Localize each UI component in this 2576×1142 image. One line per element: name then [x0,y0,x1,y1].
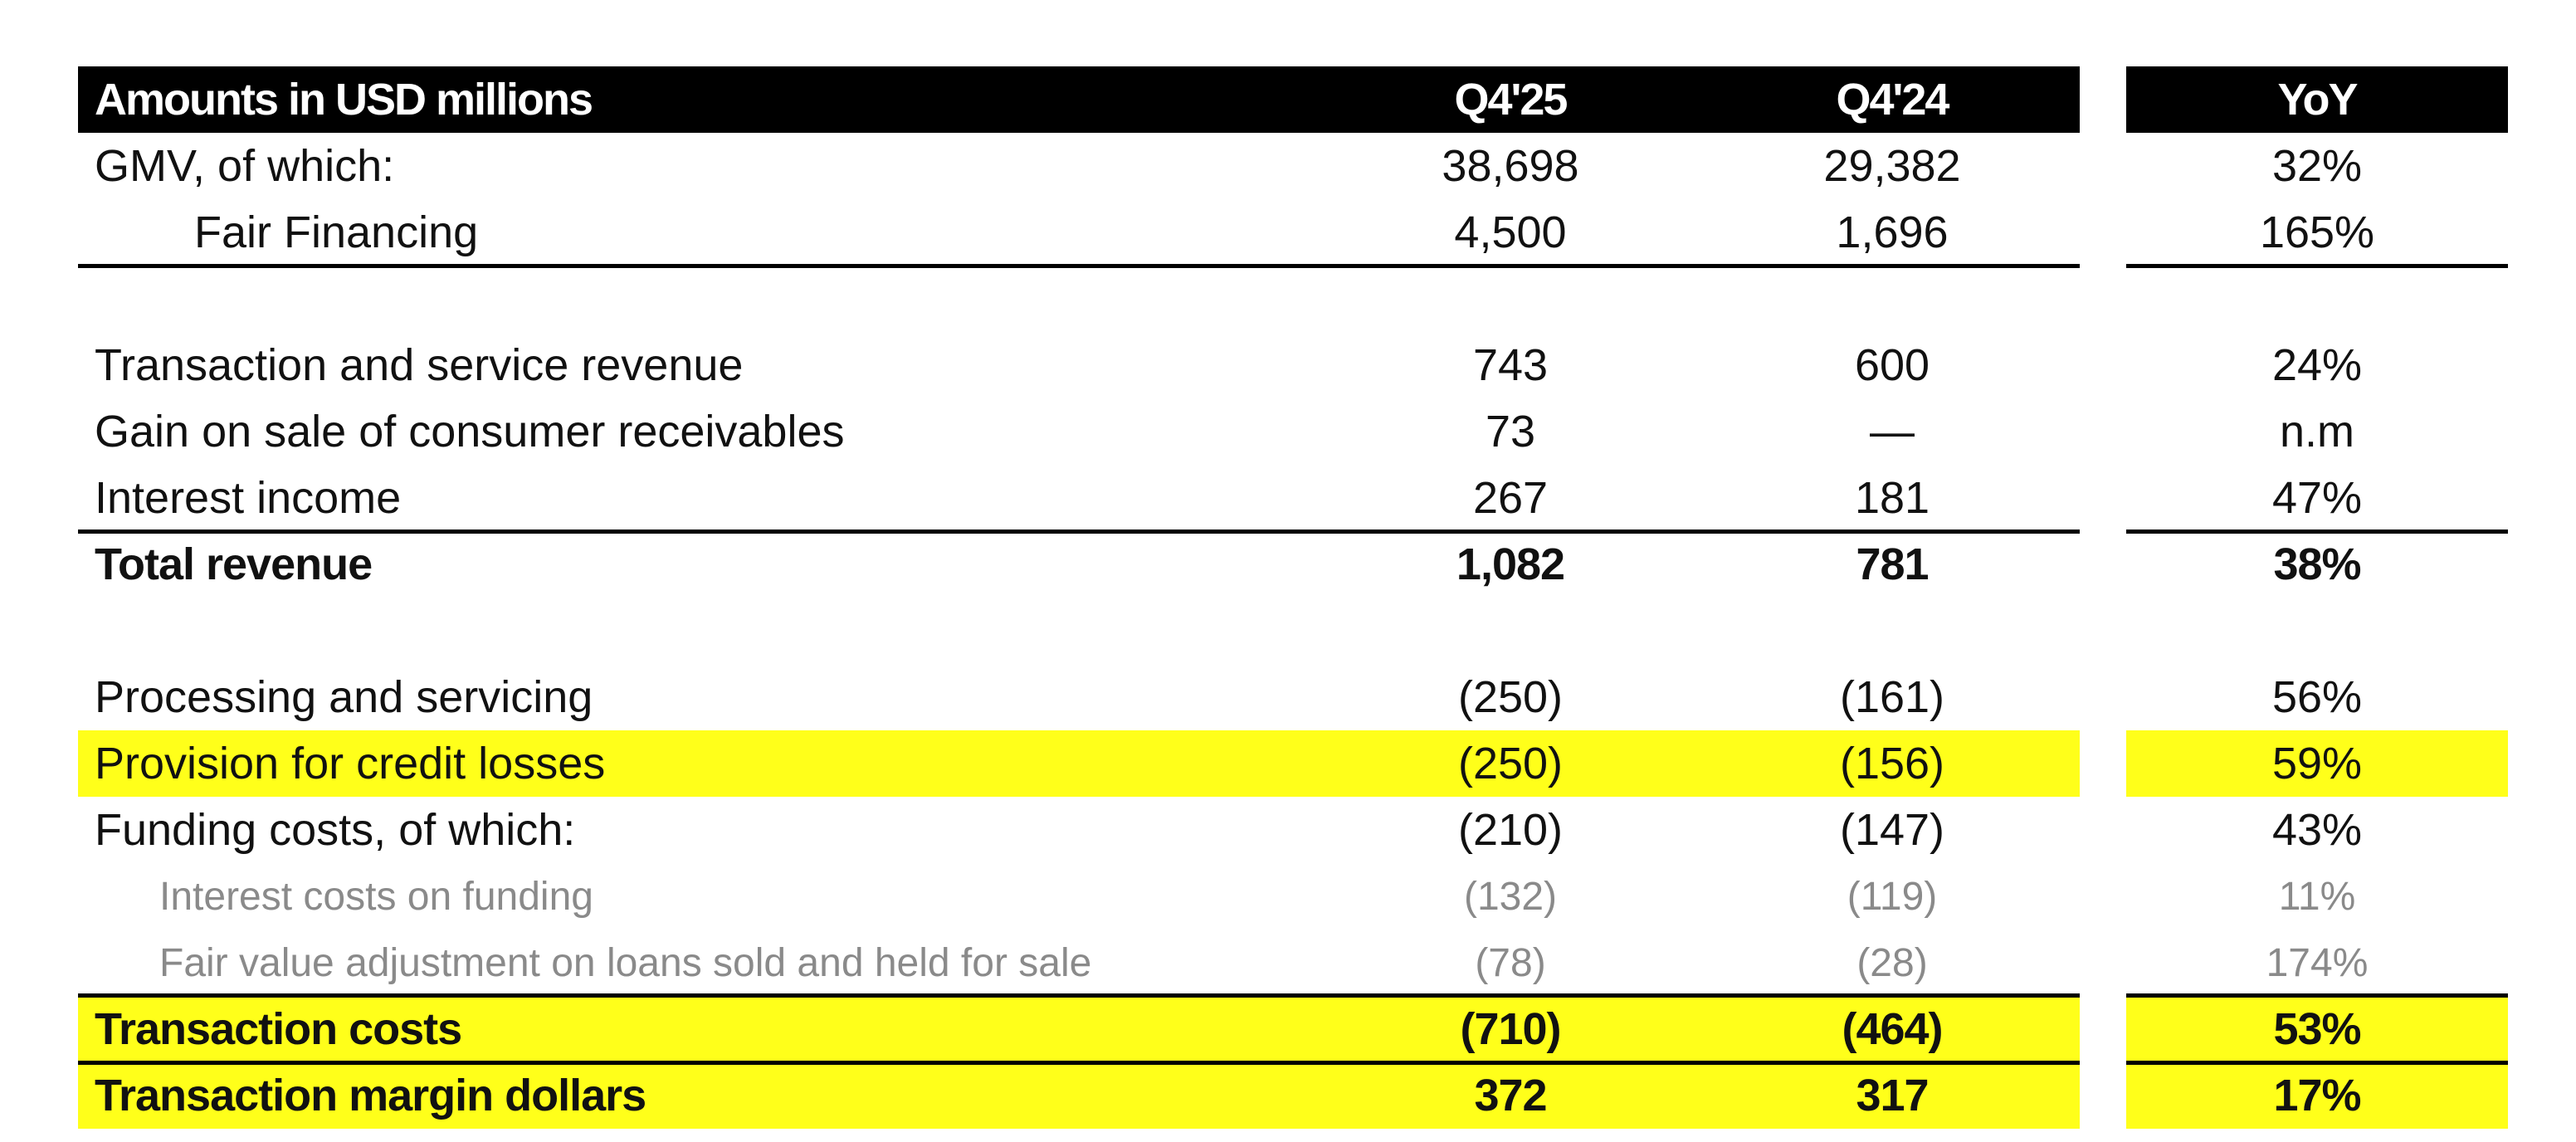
row-q425: (78) [1475,940,1546,985]
header-band [78,66,2080,133]
divider [78,530,2080,534]
highlight-band [78,1062,2080,1129]
header-yoy: YoY [2277,75,2358,124]
row-q425: 267 [1472,473,1549,523]
row-q425: 38,698 [1442,141,1579,191]
table-row-sub: Interest costs on funding (132) (119) 11… [0,863,2576,930]
row-yoy: 17% [2273,1071,2361,1120]
row-label: Funding costs, of which: [95,805,576,855]
table-header-row: Amounts in USD millions Q4'25 Q4'24 YoY [0,66,2576,133]
row-yoy: 43% [2271,805,2363,855]
highlight-band [78,730,2080,797]
row-q425: 4,500 [1454,207,1567,257]
row-q425: (210) [1457,805,1564,855]
row-label: Interest income [95,473,402,523]
table-row: Gain on sale of consumer receivables 73 … [0,398,2576,465]
divider [2126,264,2508,268]
row-label: Transaction margin dollars [95,1071,646,1120]
row-q424: 29,382 [1823,141,1961,191]
row-q424: (28) [1856,940,1928,985]
divider [2126,530,2508,534]
divider [78,1061,2080,1065]
row-yoy: 24% [2271,340,2363,390]
table-row-total: Total revenue 1,082 781 38% [0,531,2576,598]
table-row: Funding costs, of which: (210) (147) 43% [0,797,2576,863]
header-band-yoy [2126,66,2508,133]
row-yoy: 165% [2259,207,2375,257]
divider [78,993,2080,998]
row-yoy: n.m [2279,407,2355,456]
row-label: Fair value adjustment on loans sold and … [159,940,1092,985]
row-label: Processing and servicing [95,672,593,722]
row-yoy: 174% [2266,940,2369,985]
row-q424: 317 [1856,1071,1929,1120]
table-row: Interest income 267 181 47% [0,465,2576,531]
row-q424: (147) [1839,805,1945,855]
row-yoy: 53% [2273,1004,2361,1054]
table-row: GMV, of which: 38,698 29,382 32% [0,133,2576,199]
row-q424: 600 [1854,340,1930,390]
row-label: Fair Financing [194,207,479,257]
row-q425: 73 [1485,407,1536,456]
row-yoy: 32% [2271,141,2363,191]
row-yoy: 47% [2271,473,2363,523]
row-label: GMV, of which: [95,141,395,191]
row-yoy: 59% [2271,739,2363,788]
row-q425: (710) [1460,1004,1561,1054]
table-row: Transaction and service revenue 743 600 … [0,332,2576,398]
table-row-highlighted: Provision for credit losses (250) (156) … [0,730,2576,797]
row-q425: 743 [1472,340,1549,390]
row-q424: 781 [1856,539,1929,589]
row-label: Provision for credit losses [95,739,606,788]
row-q424: (156) [1839,739,1945,788]
row-yoy: 11% [2278,874,2356,919]
highlight-band [78,996,2080,1062]
row-q424: (464) [1842,1004,1943,1054]
row-label: Transaction costs [95,1004,462,1054]
table-row-highlighted: Transaction costs (710) (464) 53% [0,996,2576,1062]
table-row: Fair Financing 4,500 1,696 165% [0,199,2576,266]
row-label: Interest costs on funding [159,874,593,919]
row-q425: (250) [1457,672,1564,722]
row-q424: (161) [1839,672,1945,722]
row-yoy: 56% [2271,672,2363,722]
divider [78,264,2080,268]
header-label: Amounts in USD millions [95,75,593,124]
row-label: Gain on sale of consumer receivables [95,407,845,456]
table-row: Processing and servicing (250) (161) 56% [0,664,2576,730]
divider [2126,993,2508,998]
row-q424: 181 [1854,473,1930,523]
row-q425: 372 [1474,1071,1547,1120]
row-q424: — [1870,407,1915,456]
row-q424: (119) [1847,874,1938,919]
highlight-band-yoy [2126,1062,2508,1129]
highlight-band-yoy [2126,730,2508,797]
divider [2126,1061,2508,1065]
row-q425: (250) [1457,739,1564,788]
header-q425: Q4'25 [1454,75,1569,124]
row-q425: 1,082 [1456,539,1565,589]
header-q424: Q4'24 [1836,75,1950,124]
row-q424: 1,696 [1836,207,1949,257]
table-row-highlighted: Transaction margin dollars 372 317 17% [0,1062,2576,1129]
row-label: Transaction and service revenue [95,340,744,390]
row-label: Total revenue [95,539,373,589]
row-q425: (132) [1463,874,1558,919]
row-yoy: 38% [2273,539,2361,589]
highlight-band-yoy [2126,996,2508,1062]
table-row-sub: Fair value adjustment on loans sold and … [0,930,2576,996]
